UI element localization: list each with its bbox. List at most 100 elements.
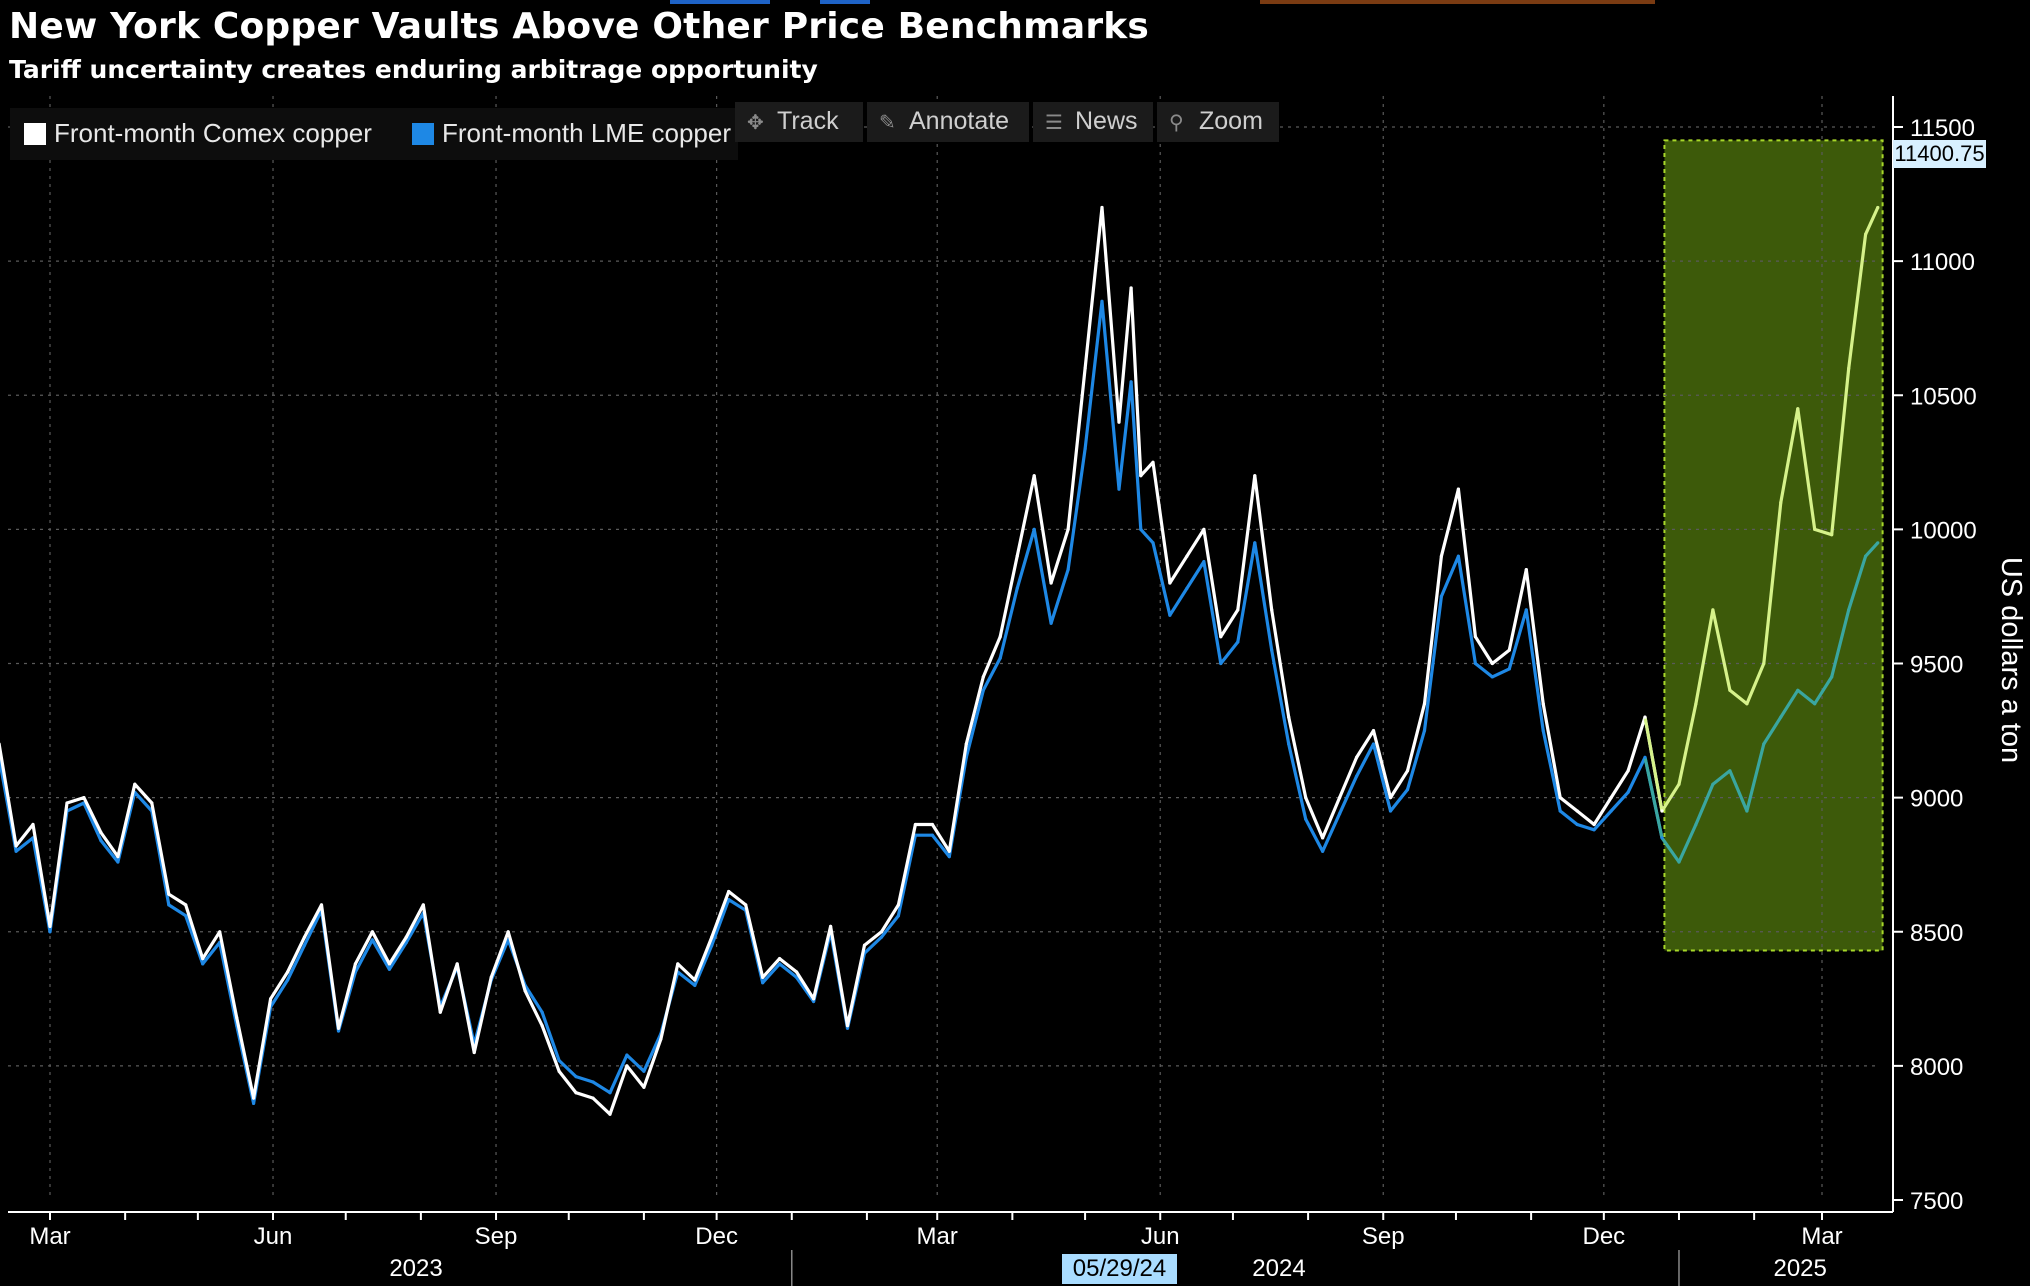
data-point-comex xyxy=(778,957,782,961)
data-point-lme xyxy=(981,688,985,692)
data-point-comex xyxy=(1049,581,1053,585)
data-point-comex xyxy=(1626,769,1630,773)
magnifier-icon: ⚲ xyxy=(1169,112,1184,134)
data-point-lme xyxy=(727,898,731,902)
data-point-lme xyxy=(1100,299,1104,303)
data-point-comex xyxy=(591,1096,595,1100)
data-point-lme xyxy=(167,903,171,907)
data-point-lme xyxy=(14,849,18,853)
data-point-lme xyxy=(1371,742,1376,746)
data-point-comex xyxy=(1779,500,1783,505)
data-point-comex xyxy=(1694,702,1698,706)
data-point-lme xyxy=(1473,661,1477,666)
annotate-button[interactable]: ✎ Annotate xyxy=(867,102,1029,142)
series-lme xyxy=(0,299,1880,1105)
data-point-comex xyxy=(1083,366,1087,370)
data-point-comex xyxy=(1129,286,1133,290)
legend-item-lme[interactable]: Front-month LME copper xyxy=(412,118,731,149)
data-point-comex xyxy=(964,742,968,746)
series-line-comex[interactable] xyxy=(0,205,1664,1116)
chart-title: New York Copper Vaults Above Other Price… xyxy=(9,6,1150,47)
data-point-comex xyxy=(1660,809,1664,813)
data-point-lme xyxy=(710,943,714,947)
data-point-lme xyxy=(404,940,408,945)
data-point-comex xyxy=(82,796,86,800)
data-point-lme xyxy=(1575,822,1579,827)
data-point-comex xyxy=(879,930,884,934)
data-point-comex xyxy=(693,978,697,982)
data-point-lme xyxy=(693,983,697,988)
data-point-comex xyxy=(1575,809,1579,813)
data-point-lme xyxy=(387,967,391,971)
data-point-comex xyxy=(1015,554,1019,558)
news-button[interactable]: ☰ News xyxy=(1033,102,1153,142)
data-point-comex xyxy=(829,924,833,929)
data-point-lme xyxy=(1304,817,1308,821)
data-point-comex xyxy=(1168,581,1172,585)
data-point-lme xyxy=(1388,809,1393,813)
data-point-lme xyxy=(1338,812,1342,816)
data-point-lme xyxy=(778,962,782,966)
year-label: 2025 xyxy=(1773,1255,1826,1282)
data-point-comex xyxy=(1762,661,1766,666)
data-point-comex xyxy=(557,1069,561,1073)
data-point-comex xyxy=(1338,796,1342,800)
y-axis-title: US dollars a ton xyxy=(1995,557,2027,763)
data-point-comex xyxy=(472,1050,476,1055)
data-point-lme xyxy=(286,978,290,982)
data-point-comex xyxy=(1405,769,1410,773)
data-point-comex xyxy=(1728,688,1732,692)
data-point-comex xyxy=(812,997,816,1001)
x-tick-label: Sep xyxy=(1362,1223,1405,1250)
data-point-lme xyxy=(1745,809,1749,813)
data-point-comex xyxy=(1507,648,1511,652)
y-tick-label: 9000 xyxy=(1910,786,1963,813)
data-point-lme xyxy=(1083,447,1087,451)
data-point-lme xyxy=(1876,541,1880,545)
data-point-lme xyxy=(1558,809,1562,813)
data-point-comex xyxy=(1236,608,1240,612)
data-point-comex xyxy=(438,1010,442,1014)
data-point-lme xyxy=(1253,541,1257,545)
data-point-comex xyxy=(930,822,935,827)
data-point-lme xyxy=(540,1010,544,1014)
data-point-comex xyxy=(336,1026,341,1030)
year-label: 2023 xyxy=(389,1255,442,1282)
legend-item-comex[interactable]: Front-month Comex copper xyxy=(24,118,372,149)
data-point-lme xyxy=(1728,769,1732,773)
data-point-comex xyxy=(1592,822,1596,827)
zoom-label: Zoom xyxy=(1199,107,1263,135)
data-point-lme xyxy=(1541,729,1545,733)
data-point-comex xyxy=(489,975,493,980)
data-point-lme xyxy=(1321,849,1325,853)
data-point-comex xyxy=(1287,715,1291,719)
track-button[interactable]: ✥ Track xyxy=(735,102,863,142)
data-point-comex xyxy=(1456,487,1460,491)
data-point-comex xyxy=(1185,554,1189,558)
data-point-comex xyxy=(235,1016,239,1020)
x-tick-label: Jun xyxy=(1141,1223,1180,1250)
data-point-lme xyxy=(1151,541,1155,545)
data-point-comex xyxy=(1202,527,1206,532)
data-point-comex xyxy=(1609,796,1613,800)
data-point-lme xyxy=(1202,560,1206,564)
zoom-button[interactable]: ⚲ Zoom xyxy=(1157,102,1279,142)
data-point-lme xyxy=(1287,742,1291,746)
legend-label-lme: Front-month LME copper xyxy=(442,118,732,148)
data-point-comex xyxy=(1643,715,1647,719)
y-tick-label: 11500 xyxy=(1910,115,1975,142)
data-point-comex xyxy=(286,970,290,974)
data-point-comex xyxy=(540,1024,544,1028)
data-point-comex xyxy=(795,970,799,974)
data-point-lme xyxy=(48,930,52,934)
series-line-lme[interactable] xyxy=(0,299,1664,1105)
data-point-comex xyxy=(506,930,510,934)
data-point-comex xyxy=(1813,527,1817,532)
data-point-comex xyxy=(659,1037,663,1041)
data-point-lme xyxy=(1524,608,1528,612)
data-point-lme xyxy=(184,914,188,918)
data-point-comex xyxy=(387,962,391,966)
data-point-comex xyxy=(1677,782,1681,786)
data-point-comex xyxy=(0,742,1,746)
